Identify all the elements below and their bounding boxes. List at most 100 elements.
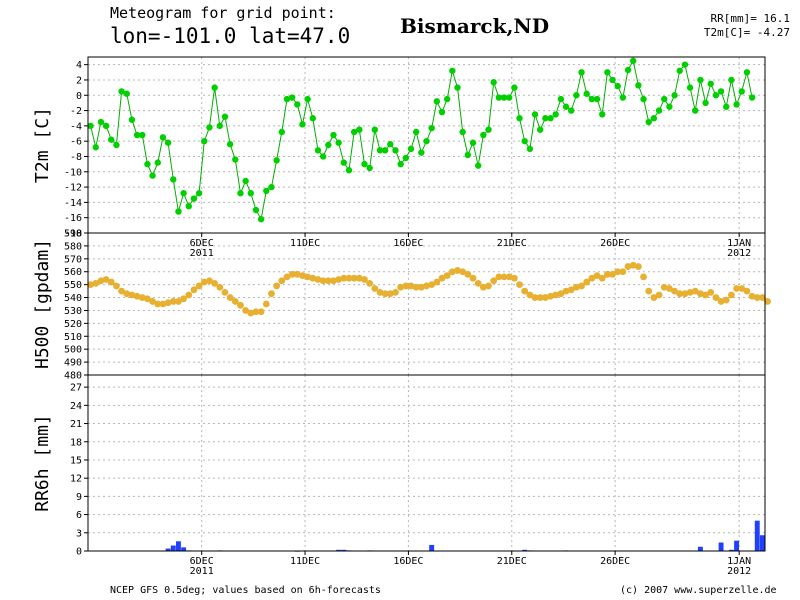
- t2m-point: [190, 195, 198, 202]
- rr-bar: [429, 544, 435, 551]
- t2m-point: [139, 131, 146, 139]
- h500-point: [175, 298, 182, 305]
- t2m-point: [490, 79, 497, 86]
- h500-point: [552, 291, 560, 299]
- t2m-point: [686, 84, 694, 91]
- t2m-point: [113, 141, 120, 149]
- t2m-point: [247, 190, 254, 197]
- t2m-point: [392, 147, 399, 154]
- h500-point: [366, 279, 374, 287]
- h500-point: [350, 274, 358, 282]
- t2m-point: [402, 154, 410, 162]
- panel-frame: [87, 374, 766, 552]
- t2m-point: [283, 95, 291, 103]
- x-tick-label: 26DEC: [600, 556, 630, 567]
- t2m-point: [733, 101, 740, 108]
- t2m-point: [573, 92, 580, 99]
- t2m-point: [640, 95, 647, 103]
- t2m-point: [743, 69, 751, 76]
- t2m-point: [412, 128, 420, 136]
- y-tick-label: 6: [76, 510, 82, 521]
- x-tick-year: 2012: [727, 566, 751, 577]
- h500-point: [454, 267, 461, 274]
- t2m-point: [92, 144, 99, 151]
- t2m-point: [242, 177, 249, 185]
- h500-point: [521, 287, 529, 295]
- y-tick-label: 24: [70, 401, 82, 412]
- y-tick-label: 9: [76, 492, 82, 503]
- x-tick-label: 6DEC: [190, 238, 214, 249]
- y-tick-label: -2: [70, 106, 82, 117]
- t2m-point: [645, 118, 652, 126]
- t2m-point: [221, 113, 229, 120]
- h500-point: [138, 294, 146, 301]
- h500-point: [603, 270, 611, 278]
- t2m-point: [712, 92, 720, 99]
- rr-total-readout: RR[mm]= 16.1: [710, 12, 790, 25]
- rr-bar: [175, 541, 181, 551]
- h500-point: [707, 288, 715, 296]
- y-axis-label: H500 [gpdam]: [32, 239, 53, 369]
- h500-point: [469, 274, 477, 282]
- h500-point: [278, 277, 286, 285]
- t2m-point: [123, 90, 130, 97]
- x-tick-label: 21DEC: [497, 556, 527, 567]
- h500-point: [397, 283, 405, 291]
- y-axis-label: T2m [C]: [32, 107, 53, 183]
- rr-bar: [759, 535, 765, 551]
- h500-point: [738, 285, 746, 292]
- h500-point: [128, 291, 136, 299]
- y-tick-label: 570: [64, 254, 82, 265]
- t2m-point: [371, 126, 379, 133]
- t2m-point: [366, 164, 373, 172]
- t2m-point: [433, 98, 441, 105]
- h500-point: [583, 278, 591, 286]
- t2m-point: [278, 128, 285, 136]
- t2m-point: [723, 103, 730, 110]
- x-tick-label: 6DEC: [190, 556, 214, 567]
- location-name: Bismarck,ND: [400, 14, 550, 38]
- y-tick-label: 590: [64, 229, 82, 240]
- h500-point: [557, 290, 565, 298]
- t2m-point: [505, 94, 513, 101]
- h500-point: [340, 274, 348, 282]
- h500-point: [733, 285, 740, 292]
- y-tick-label: -10: [64, 167, 82, 178]
- rr-bar: [728, 549, 734, 551]
- t2m-point: [330, 131, 337, 139]
- h500-point: [629, 261, 637, 269]
- h500-point: [247, 309, 255, 317]
- h500-point: [634, 263, 642, 270]
- y-tick-label: -8: [70, 152, 82, 163]
- y-tick-label: 540: [64, 293, 82, 304]
- t2m-point: [578, 69, 585, 76]
- h500-point: [448, 268, 456, 276]
- t2m-point: [361, 160, 368, 168]
- t2m-point: [216, 122, 223, 130]
- h500-point: [541, 294, 549, 301]
- t2m-point: [604, 69, 611, 76]
- x-tick-label: 11DEC: [290, 556, 320, 567]
- t2m-point: [655, 107, 663, 114]
- t2m-point: [547, 115, 554, 122]
- t2m-point: [614, 82, 621, 90]
- rr-bar: [718, 542, 724, 551]
- t2m-point: [485, 126, 492, 133]
- h500-point: [485, 282, 492, 290]
- y-tick-label: -18: [64, 229, 82, 240]
- y-tick-label: 27: [70, 383, 82, 394]
- h500-point: [464, 270, 472, 278]
- h500-point: [459, 268, 467, 276]
- h500-point: [304, 273, 312, 281]
- t2m-point: [319, 153, 327, 160]
- t2m-point: [128, 116, 136, 123]
- t2m-point: [164, 139, 172, 146]
- h500-point: [144, 295, 151, 303]
- h500-point: [640, 273, 647, 281]
- h500-point: [221, 288, 229, 296]
- h500-point: [567, 286, 575, 294]
- t2m-point: [624, 66, 632, 74]
- y-tick-label: 0: [76, 547, 82, 558]
- h500-point: [423, 282, 430, 290]
- t2m-point: [356, 126, 363, 133]
